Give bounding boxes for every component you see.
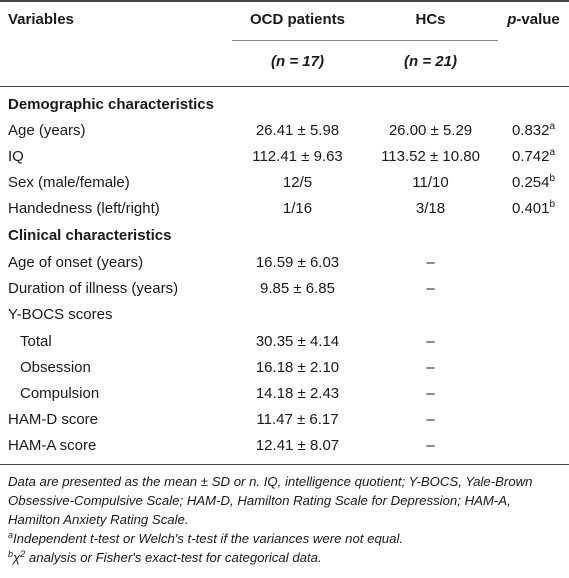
row-label: IQ [8,148,24,165]
footnote-main-line-1: Data are presented as the mean ± SD or n… [8,474,533,489]
row-label: HAM-A score [8,437,97,454]
header-n-hc: (n = 21) [404,53,457,70]
header-n-ocd: (n = 17) [271,53,324,70]
row-ocd-value: 30.35 ± 4.14 [255,333,340,350]
table-header-rule [0,86,569,87]
p-value-footnote-mark: b [549,199,556,210]
p-value-text: 0.742 [511,148,550,165]
row-ocd-value: 11.47 ± 6.17 [256,411,339,428]
footnote-main-line-3: Hamilton Anxiety Rating Scale. [8,512,189,527]
footnote-b-chi: χ [13,550,21,565]
row-hc-value: – [426,333,435,350]
row-ocd-value: 16.59 ± 6.03 [255,254,340,271]
ocd-subheader-rule [232,40,363,41]
row-label: Compulsion [20,385,100,402]
row-label: Age (years) [8,122,86,139]
footnote-a: aIndependent t-test or Welch's t-test if… [8,529,563,548]
row-label: Duration of illness (years) [8,280,179,297]
row-hc-value: 113.52 ± 10.80 [381,148,480,165]
p-value-text: 0.832 [511,122,550,139]
footnote-b-text: analysis or Fisher's exact-test for cate… [25,550,322,565]
row-label: Sex (male/female) [8,174,130,191]
row-hc-value: 11/10 [412,174,449,191]
header-hcs: HCs [415,11,446,28]
row-hc-value: 26.00 ± 5.29 [388,122,473,139]
row-ocd-value: 14.18 ± 2.43 [255,385,340,402]
header-p-value: p-value [498,10,569,30]
row-p-value: 0.401b [498,199,569,219]
hc-subheader-rule [363,40,498,41]
row-ocd-value: 1/16 [282,200,313,217]
row-label: Age of onset (years) [8,254,144,271]
table-bottom-rule [0,464,569,465]
row-label: Obsession [20,359,91,376]
p-value-text: 0.401 [511,200,550,217]
row-ocd-value: 9.85 ± 6.85 [260,280,335,297]
row-hc-value: – [426,411,435,428]
row-hc-value: – [426,254,435,271]
row-label: Handedness (left/right) [8,200,160,217]
row-ocd-value: 112.41 ± 9.63 [252,148,343,165]
row-label: Y-BOCS scores [8,306,113,323]
row-hc-value: – [426,280,435,297]
row-ocd-value: 16.18 ± 2.10 [255,359,340,376]
row-hc-value: 3/18 [415,200,446,217]
row-label: Total [20,333,52,350]
p-value-footnote-mark: a [549,147,556,158]
table-footnotes: Data are presented as the mean ± SD or n… [8,472,563,567]
row-hc-value: – [426,359,435,376]
header-p-letter: p [507,11,517,28]
row-ocd-value: 12/5 [282,174,313,191]
header-p-suffix: -value [516,11,560,28]
row-label: HAM-D score [8,411,99,428]
header-variables: Variables [8,11,74,28]
footnote-b-mark: b [8,549,14,559]
row-hc-value: – [426,385,435,402]
footnote-a-mark: a [8,530,14,540]
footnote-b-chi-exponent: 2 [20,549,26,559]
row-p-value: 0.254b [498,173,569,193]
footnote-b: bχ2 analysis or Fisher's exact-test for … [8,548,563,567]
row-hc-value: – [426,437,435,454]
row-ocd-value: 26.41 ± 5.98 [255,122,340,139]
section-clinical: Clinical characteristics [8,227,172,244]
row-ocd-value: 12.41 ± 8.07 [255,437,340,454]
row-p-value: 0.742a [498,147,569,167]
section-demographic: Demographic characteristics [8,96,214,113]
header-ocd-patients: OCD patients [249,11,345,28]
row-p-value: 0.832a [498,121,569,141]
p-value-footnote-mark: a [549,121,556,132]
p-value-footnote-mark: b [549,173,556,184]
footnote-a-text: Independent t-test or Welch's t-test if … [13,531,404,546]
p-value-text: 0.254 [511,174,550,191]
table-top-rule [0,0,569,2]
footnote-main-line-2: Obsessive-Compulsive Scale; HAM-D, Hamil… [8,493,511,508]
